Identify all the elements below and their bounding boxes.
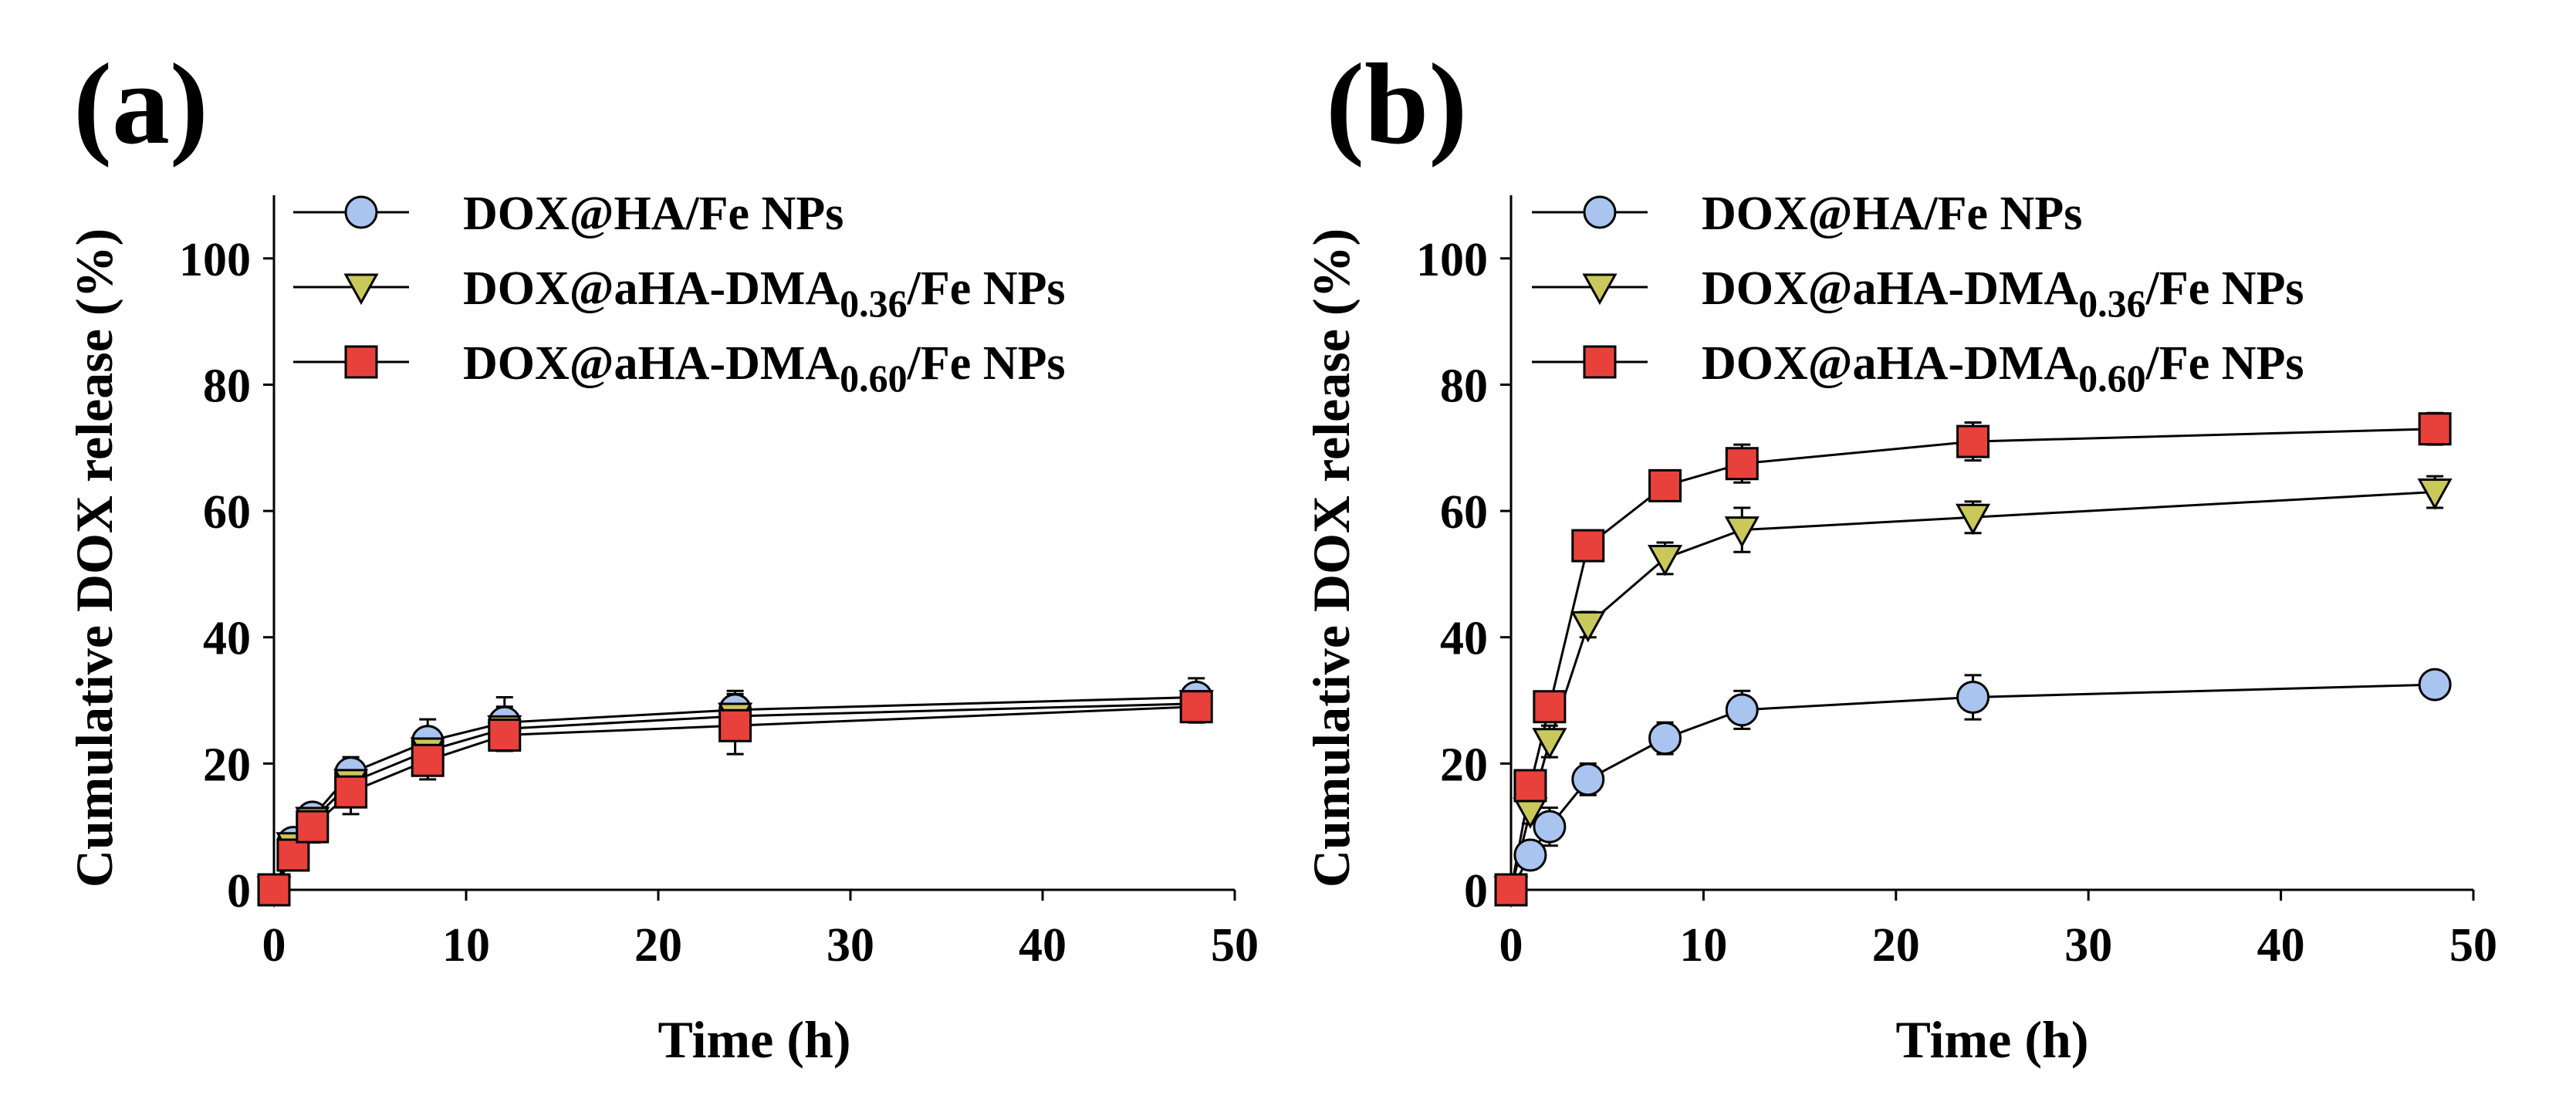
x-tick-label: 30 bbox=[2064, 919, 2112, 972]
x-axis-title: Time (h) bbox=[1896, 1010, 2089, 1069]
panel-label: (b) bbox=[1326, 40, 1467, 168]
x-tick-label: 30 bbox=[827, 919, 874, 972]
y-tick-label: 60 bbox=[203, 486, 251, 539]
data-point bbox=[1571, 529, 1605, 563]
data-point bbox=[1494, 873, 1528, 907]
legend-label-suffix: /Fe NPs bbox=[2145, 337, 2304, 390]
y-tick-label: 20 bbox=[1440, 739, 1488, 791]
y-axis-title: Cumulative DOX release (%) bbox=[1302, 228, 1361, 888]
data-point bbox=[1648, 722, 1682, 756]
legend-label-subscript: 0.60 bbox=[2078, 357, 2146, 400]
legend-marker bbox=[1582, 273, 1618, 306]
legend-label: DOX@aHA-DMA0.60/Fe NPs bbox=[463, 337, 1066, 400]
legend-label-main: DOX@aHA-DMA bbox=[463, 337, 840, 390]
legend-label: DOX@aHA-DMA0.60/Fe NPs bbox=[1702, 337, 2304, 400]
data-point bbox=[1179, 690, 1213, 724]
data-point bbox=[276, 838, 310, 872]
data-point bbox=[1956, 503, 1991, 536]
data-point bbox=[296, 810, 330, 844]
panel-label: (a) bbox=[73, 40, 208, 168]
panel-a: (a) 0 20 40 60 80 100 0 10 20 30 40 50 Time (h) Cumula… bbox=[65, 40, 1259, 1069]
legend-label: DOX@aHA-DMA0.36/Fe NPs bbox=[1702, 262, 2304, 325]
legend-label-subscript: 0.36 bbox=[840, 282, 908, 325]
legend-label: DOX@aHA-DMA0.36/Fe NPs bbox=[463, 262, 1066, 325]
legend-label-main: DOX@aHA-DMA bbox=[1702, 337, 2078, 390]
legend-label: DOX@HA/Fe NPs bbox=[463, 188, 843, 240]
y-tick-label: 40 bbox=[1440, 613, 1488, 665]
data-point bbox=[1956, 680, 1990, 714]
x-tick-label: 40 bbox=[2257, 919, 2305, 972]
legend-marker bbox=[1583, 195, 1617, 229]
legend-label-main: DOX@HA/Fe NPs bbox=[1702, 188, 2082, 240]
y-tick-label: 100 bbox=[179, 234, 251, 286]
data-point bbox=[1725, 693, 1759, 727]
data-point bbox=[2417, 478, 2453, 510]
panel-b: (b) 0 20 40 60 80 100 0 10 20 30 40 50 Time (h) Cumula… bbox=[1302, 40, 2497, 1069]
x-tick-label: 10 bbox=[1679, 919, 1727, 972]
legend-label-main: DOX@HA/Fe NPs bbox=[463, 188, 843, 240]
legend-marker bbox=[343, 273, 379, 306]
x-tick-label: 0 bbox=[1499, 919, 1523, 972]
data-point bbox=[1513, 769, 1547, 803]
x-tick-label: 20 bbox=[634, 919, 682, 972]
data-point bbox=[1571, 762, 1605, 796]
y-tick-label: 40 bbox=[203, 613, 251, 665]
data-point bbox=[718, 708, 752, 742]
y-tick-label: 0 bbox=[227, 865, 251, 918]
data-point bbox=[411, 743, 445, 777]
y-tick-label: 80 bbox=[1440, 360, 1488, 412]
legend-label-main: DOX@aHA-DMA bbox=[463, 262, 840, 315]
data-point bbox=[1533, 690, 1567, 724]
x-axis-title: Time (h) bbox=[658, 1010, 851, 1069]
x-tick-label: 20 bbox=[1872, 919, 1920, 972]
data-point bbox=[257, 873, 291, 907]
y-tick-label: 100 bbox=[1416, 234, 1488, 286]
data-point bbox=[1570, 610, 1606, 643]
y-tick-label: 20 bbox=[203, 739, 251, 791]
legend-label-subscript: 0.60 bbox=[840, 357, 908, 400]
data-point bbox=[488, 718, 522, 752]
legend-marker bbox=[344, 345, 378, 379]
data-point bbox=[1647, 544, 1683, 576]
y-tick-label: 60 bbox=[1440, 486, 1488, 539]
data-point bbox=[1533, 810, 1567, 844]
data-point bbox=[334, 775, 368, 809]
data-point bbox=[1648, 468, 1682, 502]
y-tick-label: 80 bbox=[203, 360, 251, 412]
y-axis-title: Cumulative DOX release (%) bbox=[65, 228, 123, 888]
y-tick-label: 0 bbox=[1464, 865, 1488, 918]
data-point bbox=[2418, 668, 2452, 702]
legend-label-suffix: /Fe NPs bbox=[907, 337, 1066, 390]
legend-label-main: DOX@aHA-DMA bbox=[1702, 262, 2078, 315]
data-point bbox=[1725, 447, 1759, 481]
x-tick-label: 50 bbox=[2449, 919, 2497, 972]
legend-marker bbox=[344, 195, 378, 229]
legend-label-subscript: 0.36 bbox=[2078, 282, 2146, 325]
data-point bbox=[1513, 838, 1547, 872]
legend-label: DOX@HA/Fe NPs bbox=[1702, 188, 2082, 240]
legend-label-suffix: /Fe NPs bbox=[907, 262, 1066, 315]
x-tick-label: 10 bbox=[442, 919, 490, 972]
data-point bbox=[1724, 516, 1760, 548]
data-point bbox=[1532, 728, 1567, 759]
x-tick-label: 0 bbox=[262, 919, 286, 972]
x-tick-label: 50 bbox=[1211, 919, 1259, 972]
data-point bbox=[1956, 424, 1990, 458]
data-point bbox=[2418, 412, 2452, 446]
legend-marker bbox=[1583, 345, 1617, 379]
legend-label-suffix: /Fe NPs bbox=[2145, 262, 2304, 315]
x-tick-label: 40 bbox=[1019, 919, 1067, 972]
